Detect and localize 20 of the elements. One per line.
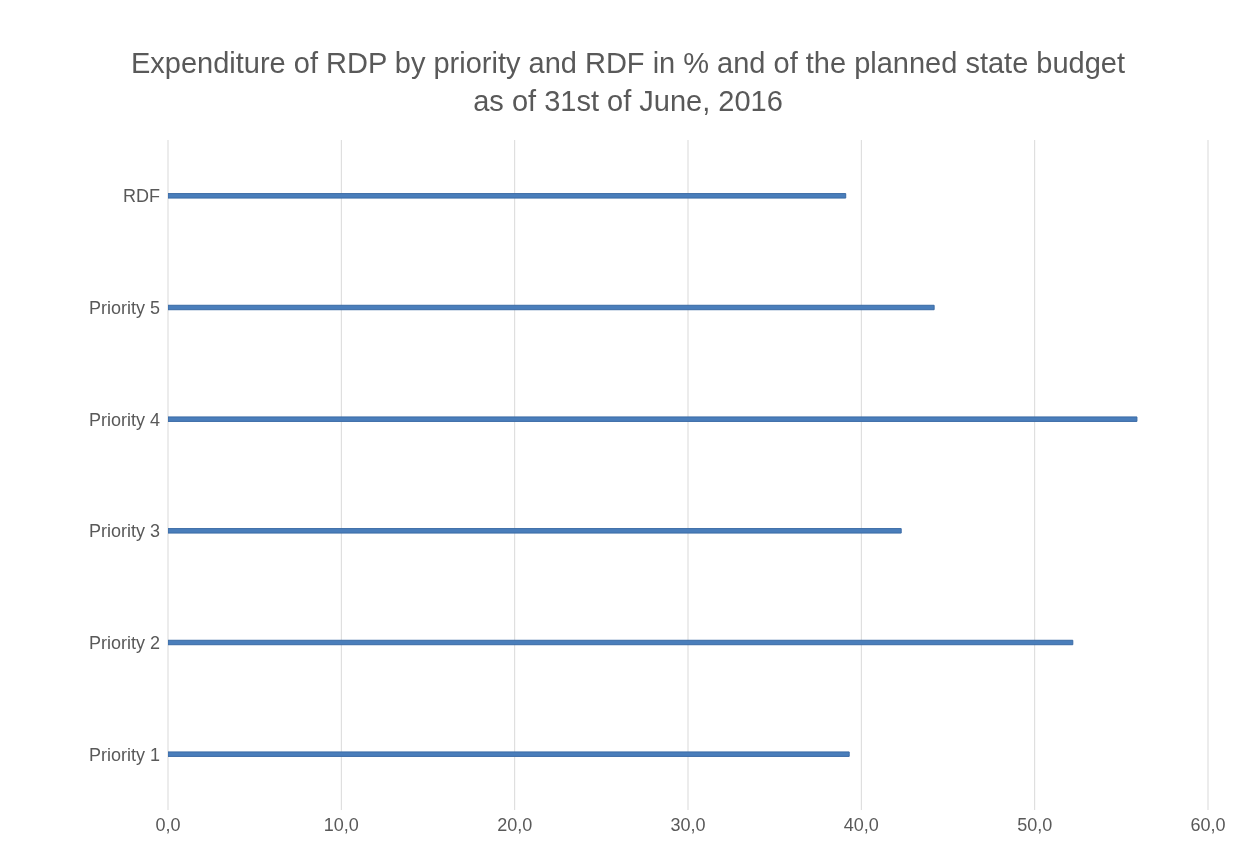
y-tick-label: Priority 5 bbox=[88, 297, 160, 318]
x-tick-label: 10,0 bbox=[323, 814, 359, 835]
y-tick-label: RDF bbox=[123, 186, 160, 207]
y-tick-label: Priority 2 bbox=[88, 632, 160, 653]
y-tick-label: Priority 3 bbox=[88, 521, 160, 542]
bar bbox=[168, 639, 1074, 646]
chart-title: Expenditure of RDP by priority and RDF in % and of the planned state budget as of 31st of June, 2016 bbox=[129, 46, 1127, 119]
x-tick-label: 30,0 bbox=[670, 814, 706, 835]
bar bbox=[168, 416, 1138, 422]
x-tick-label: 50,0 bbox=[1017, 814, 1053, 835]
x-tick-label: 40,0 bbox=[843, 814, 879, 835]
y-tick-label: Priority 1 bbox=[88, 744, 160, 765]
bar bbox=[168, 304, 935, 311]
bar bbox=[168, 193, 847, 199]
bar bbox=[168, 528, 902, 534]
x-tick-label: 60,0 bbox=[1190, 814, 1226, 835]
y-tick-label: Priority 4 bbox=[88, 409, 160, 430]
x-tick-label: 0,0 bbox=[155, 814, 181, 835]
bar bbox=[168, 751, 850, 757]
x-tick-label: 20,0 bbox=[497, 814, 533, 835]
